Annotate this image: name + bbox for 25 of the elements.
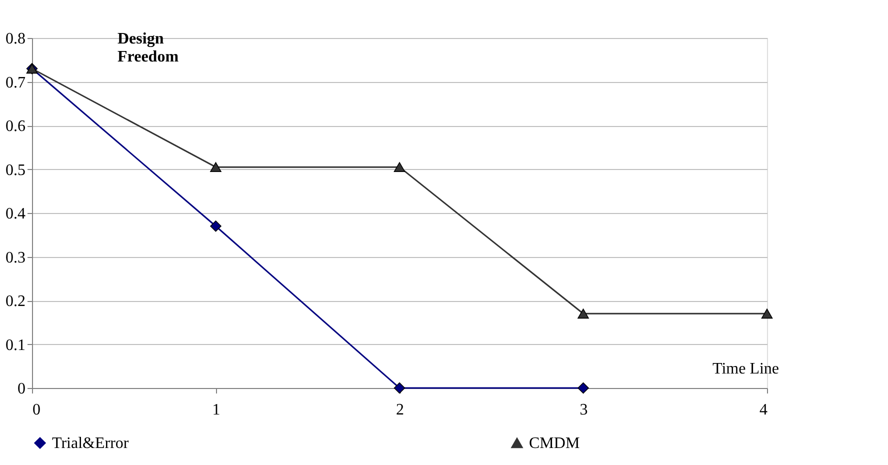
x-tick-label: 0 [32, 402, 40, 418]
legend-label: Trial&Error [52, 435, 130, 452]
point [394, 382, 406, 394]
y-tick-label: 0.3 [6, 249, 26, 266]
point [578, 308, 589, 319]
point [394, 162, 406, 172]
x-axis-title: Time Line [712, 360, 780, 378]
point [210, 220, 222, 232]
y-tick-label: 0.8 [6, 30, 26, 48]
y-tick-label: 0.4 [6, 206, 26, 222]
point [210, 162, 222, 172]
y-tick-label: 0.2 [6, 293, 26, 310]
point [578, 382, 589, 394]
x-tick-label: 3 [580, 402, 588, 418]
y-tick-label: 0.7 [6, 74, 26, 92]
y-tick-label: 0.1 [6, 336, 26, 354]
x-tick-label: 2 [396, 402, 404, 418]
legend-label: CMDM [529, 435, 580, 452]
y-tick-label: 0.5 [6, 162, 26, 179]
y-tick-label: 0 [18, 380, 26, 398]
point [761, 308, 773, 319]
x-tick-label: 1 [212, 402, 220, 418]
y-axis-title: Design Freedom [118, 30, 180, 66]
y-tick-label: 0.6 [6, 118, 26, 135]
x-tick-label: 4 [760, 402, 768, 418]
